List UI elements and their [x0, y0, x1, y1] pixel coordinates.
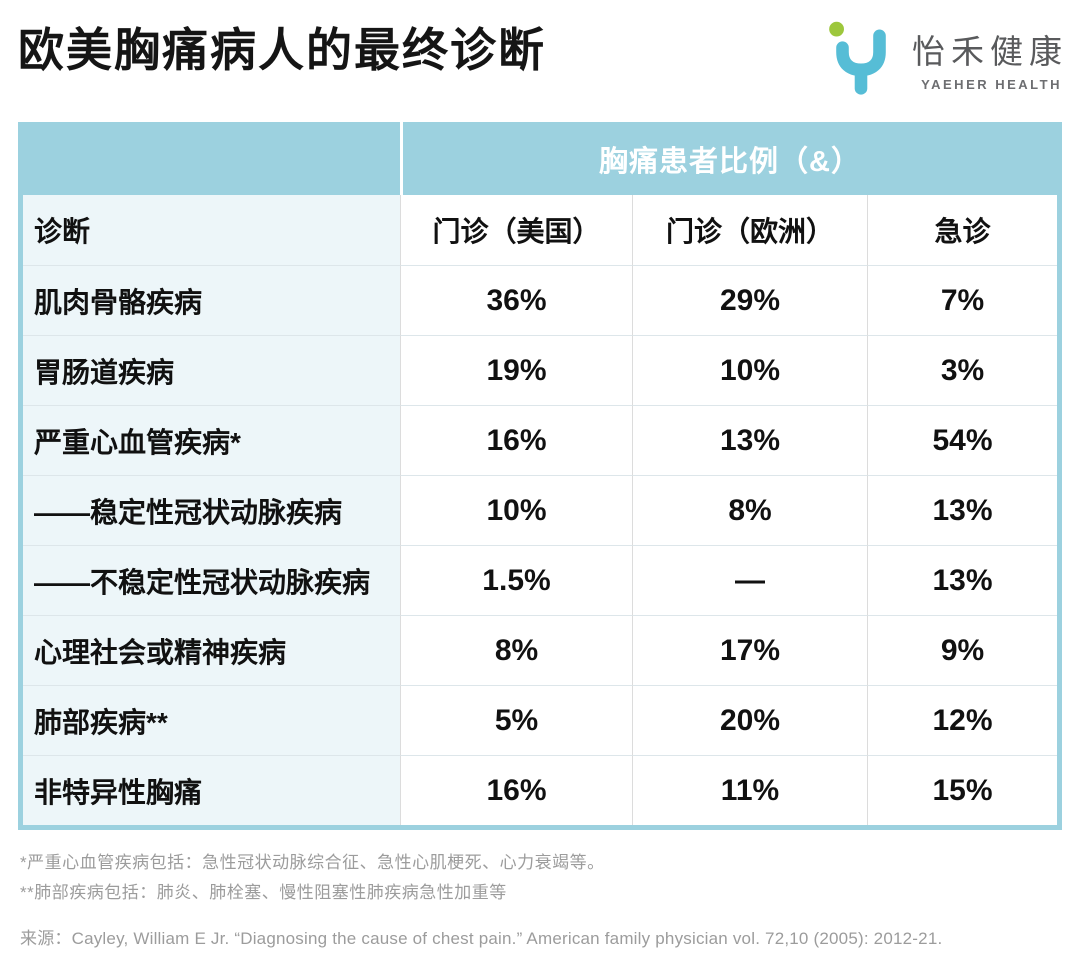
row-label: ——不稳定性冠状动脉疾病 — [23, 545, 400, 615]
row-value: 13% — [632, 405, 867, 475]
brand-name: 怡禾健康 — [912, 32, 1068, 70]
row-value: 7% — [867, 265, 1057, 335]
table-row: 肌肉骨骼疾病 36% 29% 7% — [23, 265, 1057, 335]
table-row: ——稳定性冠状动脉疾病 10% 8% 13% — [23, 475, 1057, 545]
row-value: — — [632, 545, 867, 615]
table-row: 心理社会或精神疾病 8% 17% 9% — [23, 615, 1057, 685]
brand-logo: 怡禾健康 YAEHER HEALTH — [824, 18, 1062, 98]
source-citation: 来源：Cayley, William E Jr. “Diagnosing the… — [20, 929, 943, 948]
table-row: 肺部疾病** 5% 20% 12% — [23, 685, 1057, 755]
row-value: 5% — [400, 685, 632, 755]
column-header-outpatient-us: 门诊（美国） — [400, 195, 632, 265]
row-value: 16% — [400, 755, 632, 825]
row-value: 10% — [400, 475, 632, 545]
footnote-pulmonary: **肺部疾病包括：肺炎、肺栓塞、慢性阻塞性肺疾病急性加重等 — [20, 883, 507, 902]
row-value: 1.5% — [400, 545, 632, 615]
footnote-cardiovascular: *严重心血管疾病包括：急性冠状动脉综合征、急性心肌梗死、心力衰竭等。 — [20, 853, 605, 872]
column-header-emergency: 急诊 — [867, 195, 1057, 265]
table-row: 胃肠道疾病 19% 10% 3% — [23, 335, 1057, 405]
row-value: 13% — [867, 475, 1057, 545]
row-label: ——稳定性冠状动脉疾病 — [23, 475, 400, 545]
brand-text-block: 怡禾健康 YAEHER HEALTH — [912, 25, 1062, 92]
table-row: ——不稳定性冠状动脉疾病 1.5% — 13% — [23, 545, 1057, 615]
row-value: 9% — [867, 615, 1057, 685]
row-label: 严重心血管疾病* — [23, 405, 400, 475]
row-value: 29% — [632, 265, 867, 335]
row-value: 3% — [867, 335, 1057, 405]
row-value: 19% — [400, 335, 632, 405]
brand-subtitle: YAEHER HEALTH — [921, 76, 1062, 92]
row-label: 肌肉骨骼疾病 — [23, 265, 400, 335]
row-label: 胃肠道疾病 — [23, 335, 400, 405]
row-value: 54% — [867, 405, 1057, 475]
row-value: 36% — [400, 265, 632, 335]
row-value: 13% — [867, 545, 1057, 615]
diagnosis-table: 胸痛患者比例（&） 诊断 门诊（美国） 门诊（欧洲） 急诊 肌肉骨骼疾病 36%… — [18, 122, 1062, 830]
column-header-diagnosis: 诊断 — [23, 195, 400, 265]
row-value: 20% — [632, 685, 867, 755]
row-label: 非特异性胸痛 — [23, 755, 400, 825]
row-label: 心理社会或精神疾病 — [23, 615, 400, 685]
row-value: 15% — [867, 755, 1057, 825]
column-header-outpatient-eu: 门诊（欧洲） — [632, 195, 867, 265]
row-value: 8% — [632, 475, 867, 545]
row-value: 8% — [400, 615, 632, 685]
table-group-header: 胸痛患者比例（&） — [599, 145, 861, 178]
table-column-header-row: 诊断 门诊（美国） 门诊（欧洲） 急诊 — [23, 195, 1057, 265]
row-value: 12% — [867, 685, 1057, 755]
group-header-divider — [400, 122, 403, 195]
page-title: 欧美胸痛病人的最终诊断 — [18, 24, 546, 76]
row-label: 肺部疾病** — [23, 685, 400, 755]
table-row: 严重心血管疾病* 16% 13% 54% — [23, 405, 1057, 475]
row-value: 16% — [400, 405, 632, 475]
row-value: 17% — [632, 615, 867, 685]
stethoscope-y-icon — [824, 18, 898, 98]
group-header-spacer-cell — [23, 122, 400, 195]
row-value: 10% — [632, 335, 867, 405]
row-value: 11% — [632, 755, 867, 825]
table-group-header-row: 胸痛患者比例（&） — [23, 122, 1057, 195]
table-row: 非特异性胸痛 16% 11% 15% — [23, 755, 1057, 825]
